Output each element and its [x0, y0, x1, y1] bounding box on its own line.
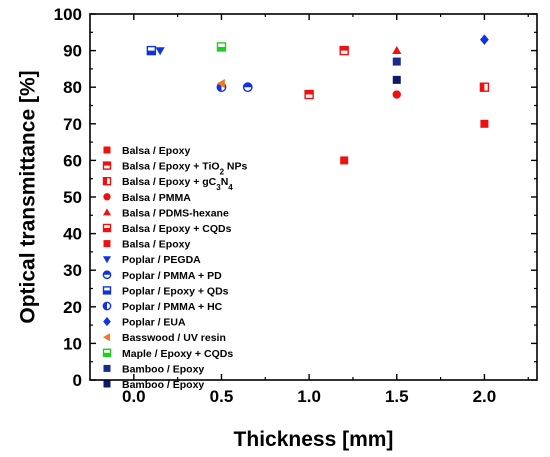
x-axis-ticks: 0.0 0.5 1.0 1.5 2.0 [122, 14, 529, 406]
legend-marker [103, 146, 111, 154]
x-tick-label: 2.0 [473, 387, 497, 406]
legend-label: Poplar / Epoxy + QDs [122, 285, 229, 297]
legend-marker [103, 380, 111, 388]
y-tick-label: 90 [63, 42, 82, 61]
y-tick-label: 100 [54, 5, 82, 24]
y-tick-label: 50 [63, 188, 82, 207]
legend-label: Poplar / PMMA + PD [122, 270, 222, 282]
data-point [392, 57, 401, 66]
legend-marker [102, 270, 112, 280]
x-axis-title: Thickness [mm] [234, 428, 394, 451]
data-point [339, 45, 349, 56]
data-points [146, 34, 490, 165]
legend-label: Basswood / UV resin [122, 332, 226, 344]
legend-label: Balsa / PMMA [122, 192, 191, 204]
data-point [216, 78, 225, 89]
legend-label: Balsa / Epoxy [122, 239, 190, 251]
legend-marker [102, 256, 112, 264]
legend-label: Poplar / PMMA + HC [122, 301, 223, 313]
legend-label: Poplar / EUA [122, 317, 186, 329]
x-tick-label: 1.5 [385, 387, 409, 406]
legend-marker [102, 333, 110, 342]
legend-marker [102, 161, 112, 170]
legend-label: Bamboo / Epoxy [122, 379, 204, 391]
y-tick-label: 20 [63, 298, 82, 317]
y-tick-label: 10 [63, 334, 82, 353]
y-tick-label: 60 [63, 151, 82, 170]
legend-label: Balsa / PDMS-hexane [122, 207, 229, 219]
legend-label: Balsa / Epoxy + CQDs [122, 223, 232, 235]
legend-label: Balsa / Epoxy + gC3N4 [122, 176, 233, 192]
legend-marker [103, 317, 111, 327]
data-point [480, 119, 489, 128]
data-point [480, 34, 489, 45]
plot-frame [89, 13, 538, 381]
legend-label: Bamboo / Epoxy [122, 363, 204, 375]
data-point [304, 89, 314, 100]
data-point [392, 46, 402, 54]
legend-marker [102, 223, 112, 233]
legend-marker [103, 193, 111, 201]
legend-marker [103, 364, 111, 372]
legend-marker [102, 286, 112, 295]
y-tick-label: 70 [63, 115, 82, 134]
legend-label: Balsa / Epoxy + TiO2 NPs [122, 161, 248, 177]
x-tick-label: 1.0 [297, 387, 321, 406]
data-point [155, 47, 165, 56]
data-point [146, 45, 157, 56]
legend-marker [102, 176, 112, 186]
y-axis-ticks: 0 10 20 30 40 50 60 70 80 90 100 [54, 5, 537, 390]
legend-label: Balsa / Epoxy [122, 145, 190, 157]
legend-label: Maple / Epoxy + CQDs [122, 348, 233, 360]
y-tick-label: 80 [63, 78, 82, 97]
legend-marker [102, 348, 112, 357]
legend-marker [102, 208, 112, 216]
data-point [392, 75, 401, 84]
legend-marker [102, 301, 112, 311]
x-tick-label: 0.5 [210, 387, 234, 406]
x-tick-label: 0.0 [122, 387, 146, 406]
legend-label: Poplar / PEGDA [122, 254, 201, 266]
y-tick-label: 40 [63, 225, 82, 244]
data-point [392, 90, 401, 99]
y-axis-title: Optical transmittance [%] [17, 70, 40, 323]
data-point [340, 156, 349, 165]
data-point [216, 42, 227, 52]
data-point [242, 82, 253, 93]
y-tick-label: 0 [73, 371, 82, 390]
y-tick-label: 30 [63, 261, 82, 280]
legend-marker [103, 240, 111, 248]
data-point [479, 82, 490, 92]
